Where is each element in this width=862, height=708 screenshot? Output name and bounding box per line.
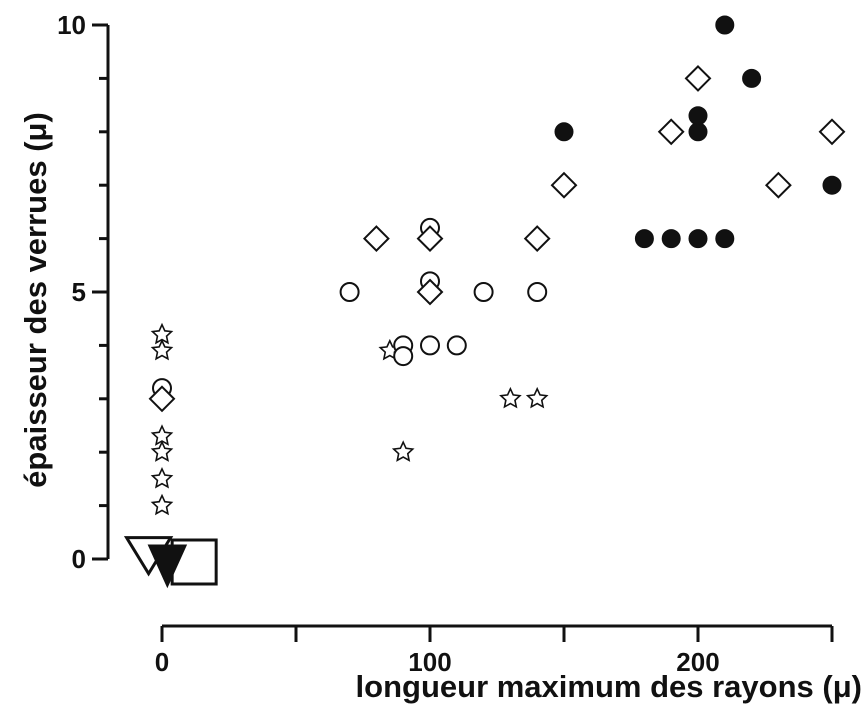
filled-circle-point <box>715 15 735 35</box>
x-axis-label: longueur maximum des rayons (μ) <box>356 669 862 704</box>
open-diamond-point <box>684 64 712 92</box>
y-tick-label: 0 <box>72 544 86 574</box>
open-circle-point <box>420 335 440 356</box>
filled-circle-point <box>688 122 708 142</box>
x-tick-label: 0 <box>155 647 169 677</box>
open-diamond-point <box>550 171 578 199</box>
filled-circle-point <box>822 175 842 195</box>
filled-circle-point <box>688 229 708 249</box>
open-diamond-point <box>818 118 846 146</box>
x-tick-label: 100 <box>408 647 451 677</box>
filled-circle-point <box>715 229 735 249</box>
open-circle-point <box>393 346 414 367</box>
open-star-point <box>150 322 174 345</box>
filled-circle-point <box>661 229 681 249</box>
open-star-point <box>391 440 415 462</box>
filled-circle-point <box>554 122 574 142</box>
open-circle-point <box>446 335 467 356</box>
open-star-point <box>150 338 174 361</box>
open-star-point <box>525 386 549 409</box>
open-diamond-point <box>362 225 390 253</box>
open-circle-point <box>473 282 494 302</box>
open-circle-point <box>527 282 548 302</box>
open-circle-point <box>339 282 360 302</box>
filled-circle-point <box>634 229 654 249</box>
open-diamond-point <box>148 385 176 413</box>
open-diamond-point <box>523 225 551 253</box>
open-diamond-point <box>764 171 792 199</box>
open-star-point <box>150 466 174 489</box>
filled-circle-point <box>688 106 708 126</box>
x-axis: 0 100 200 <box>155 624 834 677</box>
y-tick-label: 10 <box>57 10 86 40</box>
open-diamond-point <box>416 278 444 306</box>
x-tick-label: 200 <box>676 647 719 677</box>
y-axis-label: épaisseur des verrues (μ) <box>18 112 53 488</box>
open-star-point <box>150 424 174 446</box>
y-tick-label: 5 <box>72 277 86 307</box>
open-diamond-point <box>657 118 685 146</box>
filled-triangle-down-point <box>147 544 188 589</box>
open-star-point <box>150 440 174 462</box>
open-diamond-point <box>416 225 444 253</box>
y-axis: 0 5 10 <box>57 10 110 574</box>
open-star-point <box>499 386 522 409</box>
open-star-point <box>150 493 174 516</box>
filled-circle-point <box>742 68 762 88</box>
data-points <box>123 15 846 589</box>
